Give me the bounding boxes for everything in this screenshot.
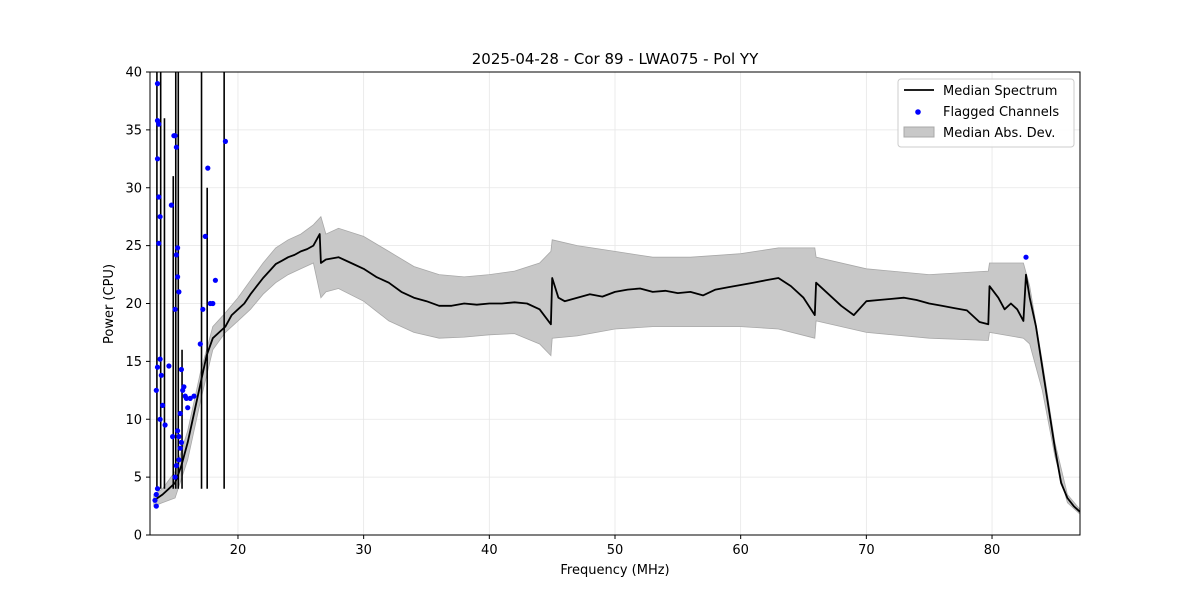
y-tick-label: 10: [125, 413, 142, 428]
flagged-point: [185, 405, 191, 411]
legend-label-mad: Median Abs. Dev.: [943, 126, 1055, 141]
legend: Median Spectrum Flagged Channels Median …: [897, 78, 1075, 148]
flagged-point: [177, 410, 183, 417]
flagged-point: [178, 439, 184, 445]
flagged-point: [187, 395, 193, 401]
flagged-point: [153, 503, 159, 509]
flagged-point: [176, 289, 182, 295]
legend-label-median: Median Spectrum: [943, 84, 1057, 99]
flagged-point: [172, 133, 178, 139]
flagged-point: [200, 306, 206, 312]
y-tick-label: 15: [125, 355, 142, 370]
flagged-point: [202, 233, 208, 239]
flagged-point: [212, 277, 218, 283]
y-tick-label: 20: [125, 297, 142, 312]
x-tick-label: 60: [732, 543, 749, 558]
x-tick-label: 50: [607, 543, 624, 558]
x-tick-label: 80: [984, 543, 1001, 558]
flagged-point: [222, 138, 228, 144]
y-tick-label: 25: [125, 239, 142, 254]
flagged-point: [172, 474, 178, 480]
flagged-point: [156, 121, 162, 127]
flagged-point: [157, 214, 163, 220]
flagged-point: [181, 384, 187, 390]
flagged-point: [172, 306, 178, 312]
flagged-point: [173, 144, 179, 150]
x-tick-label: 30: [355, 543, 372, 558]
legend-marker-swatch: [915, 109, 921, 115]
flagged-point: [1023, 254, 1029, 260]
legend-label-flagged: Flagged Channels: [943, 105, 1059, 120]
flagged-point: [153, 491, 159, 498]
y-tick-label: 5: [134, 471, 142, 486]
y-tick-label: 30: [125, 181, 142, 196]
flagged-point: [177, 445, 183, 451]
flagged-point: [178, 366, 184, 373]
x-axis-label: Frequency (MHz): [560, 563, 669, 578]
flagged-point: [154, 486, 161, 492]
flagged-point: [175, 274, 181, 280]
flagged-point: [160, 402, 166, 408]
flagged-point: [175, 245, 181, 251]
data-layer: [152, 72, 1080, 515]
flagged-point: [168, 202, 174, 208]
legend-patch-swatch: [903, 126, 935, 138]
flagged-point: [157, 416, 163, 422]
chart-title: 2025-04-28 - Cor 89 - LWA075 - Pol YY: [472, 50, 759, 68]
flagged-point: [191, 393, 197, 399]
y-tick-label: 35: [125, 123, 142, 138]
flagged-point: [197, 341, 203, 347]
flagged-point: [156, 194, 162, 200]
y-tick-label: 40: [125, 66, 142, 81]
flagged-point: [176, 457, 182, 463]
flagged-point: [156, 240, 162, 246]
flagged-point: [175, 428, 181, 434]
flagged-point: [166, 363, 172, 369]
axes: 20 30 40 50 60 70 80 0 5 10 15 20 25 30 35 40: [125, 66, 1000, 559]
flagged-point: [154, 81, 161, 87]
flagged-point: [205, 165, 211, 171]
x-tick-label: 40: [481, 543, 498, 558]
flagged-point: [173, 252, 179, 258]
flagged-point: [173, 463, 179, 469]
flagged-point: [158, 372, 164, 378]
flagged-point: [176, 434, 182, 440]
x-tick-label: 70: [858, 543, 875, 558]
flagged-point: [153, 387, 159, 393]
flagged-point: [157, 356, 163, 362]
median-spectrum-line: [153, 233, 1080, 513]
flagged-point: [210, 300, 216, 307]
flagged-point: [170, 434, 176, 440]
mad-band: [153, 215, 1080, 515]
y-axis-label: Power (CPU): [102, 264, 117, 344]
x-tick-label: 20: [230, 543, 247, 558]
legend-box: [897, 78, 1075, 148]
flagged-point: [183, 395, 189, 401]
flagged-point: [154, 156, 161, 162]
y-tick-label: 0: [134, 529, 142, 544]
flagged-point: [154, 364, 161, 370]
flagged-point: [162, 422, 168, 428]
flagged-point: [152, 497, 158, 503]
